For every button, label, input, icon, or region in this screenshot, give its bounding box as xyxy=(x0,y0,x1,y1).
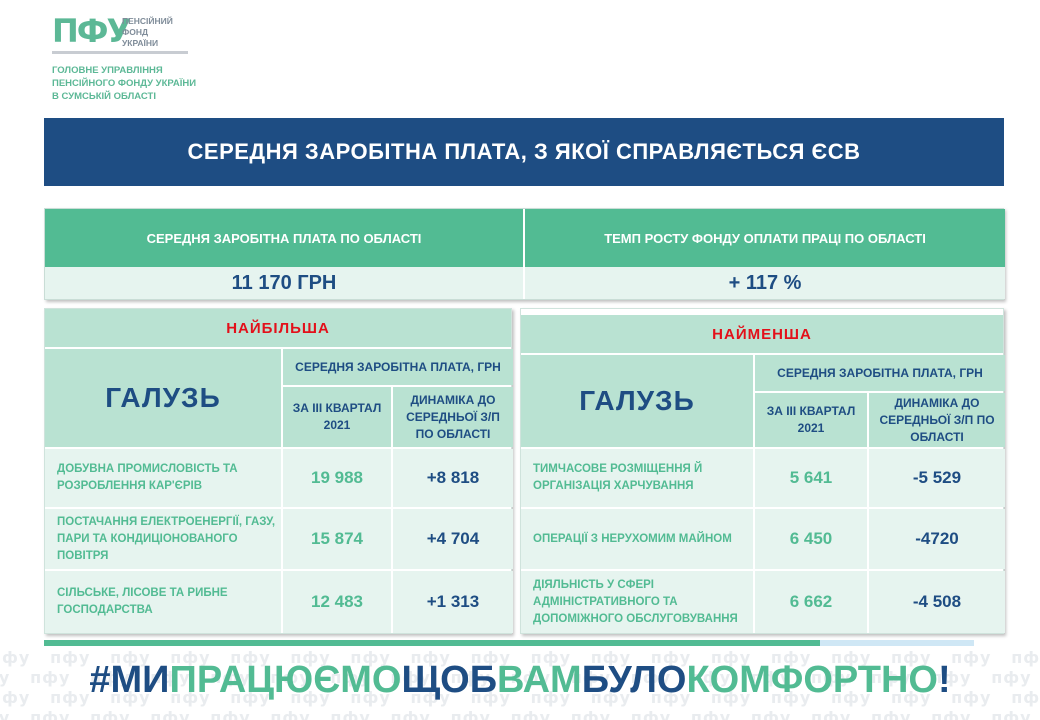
watermark-row: пфу пфу пфу пфу пфу пфу пфу пфу пфу пфу … xyxy=(0,668,1040,687)
table-row: ДІЯЛЬНІСТЬ У СФЕРІ АДМІНІСТРАТИВНОГО ТА … xyxy=(521,571,1005,633)
slogan-segment: #МИ xyxy=(89,658,170,701)
smallest-table: НАЙМЕНША ГАЛУЗЬ СЕРЕДНЯ ЗАРОБІТНА ПЛАТА,… xyxy=(520,308,1005,634)
org-name-line: В СУМСЬКІЙ ОБЛАСТІ xyxy=(52,91,156,102)
summary-avg-salary: СЕРЕДНЯ ЗАРОБІТНА ПЛАТА ПО ОБЛАСТІ 11 17… xyxy=(45,209,525,299)
smallest-industry-header: ГАЛУЗЬ xyxy=(521,355,753,447)
slogan-segment: ВАМ xyxy=(497,658,582,701)
watermark-pattern: пфу пфу пфу пфу пфу пфу пфу пфу пфу пфу … xyxy=(0,648,1040,720)
watermark-row: пфу пфу пфу пфу пфу пфу пфу пфу пфу пфу … xyxy=(0,688,1040,707)
smallest-salary-group-header: СЕРЕДНЯ ЗАРОБІТНА ПЛАТА, ГРН xyxy=(755,355,1005,391)
logo-mark: ПФУ xyxy=(52,12,131,50)
smallest-dynamics-header: ДИНАМІКА ДО СЕРЕДНЬОЇ З/П ПО ОБЛАСТІ xyxy=(869,393,1005,447)
logo-text: ПЕНСІЙНИЙ ФОНД УКРАЇНИ xyxy=(122,16,173,49)
table-row: ТИМЧАСОВЕ РОЗМІЩЕННЯ Й ОРГАНІЗАЦІЯ ХАРЧУ… xyxy=(521,449,1005,507)
dynamics-value: -5 529 xyxy=(869,449,1005,507)
quarter-value: 15 874 xyxy=(283,509,391,569)
industry-name: ДОБУВНА ПРОМИСЛОВІСТЬ ТА РОЗРОБЛЕННЯ КАР… xyxy=(45,449,281,507)
largest-dynamics-header: ДИНАМІКА ДО СЕРЕДНЬОЇ З/П ПО ОБЛАСТІ xyxy=(393,387,513,447)
largest-table: НАЙБІЛЬША ГАЛУЗЬ СЕРЕДНЯ ЗАРОБІТНА ПЛАТА… xyxy=(44,308,513,634)
slogan-segment: ПРАЦЮЄМО xyxy=(169,658,402,701)
slogan: #МИ ПРАЦЮЄМО ЩОБ ВАМ БУЛО КОМФОРТНО! xyxy=(0,654,1040,706)
footer-bar-blue xyxy=(820,640,974,646)
largest-salary-group-header: СЕРЕДНЯ ЗАРОБІТНА ПЛАТА, ГРН xyxy=(283,349,513,385)
quarter-value: 12 483 xyxy=(283,571,391,633)
summary-growth-rate: ТЕМП РОСТУ ФОНДУ ОПЛАТИ ПРАЦІ ПО ОБЛАСТІ… xyxy=(525,209,1005,299)
dynamics-value: +1 313 xyxy=(393,571,513,633)
industry-name: ТИМЧАСОВЕ РОЗМІЩЕННЯ Й ОРГАНІЗАЦІЯ ХАРЧУ… xyxy=(521,449,753,507)
industry-name: ОПЕРАЦІЇ З НЕРУХОМИМ МАЙНОМ xyxy=(521,509,753,569)
industry-name: СІЛЬСЬКЕ, ЛІСОВЕ ТА РИБНЕ ГОСПОДАРСТВА xyxy=(45,571,281,633)
logo-text-line: ФОНД xyxy=(122,27,149,37)
table-row: ПОСТАЧАННЯ ЕЛЕКТРОЕНЕРГІЇ, ГАЗУ, ПАРИ ТА… xyxy=(45,509,513,569)
org-name-line: ГОЛОВНЕ УПРАВЛІННЯ xyxy=(52,65,163,76)
pfu-logo: ПФУ ПЕНСІЙНИЙ ФОНД УКРАЇНИ xyxy=(52,14,202,54)
title-banner: СЕРЕДНЯ ЗАРОБІТНА ПЛАТА, З ЯКОЇ СПРАВЛЯЄ… xyxy=(44,118,1004,186)
summary-table: СЕРЕДНЯ ЗАРОБІТНА ПЛАТА ПО ОБЛАСТІ 11 17… xyxy=(44,208,1005,300)
slogan-segment: БУЛО xyxy=(581,658,687,701)
dynamics-value: +8 818 xyxy=(393,449,513,507)
largest-title: НАЙБІЛЬША xyxy=(45,309,511,347)
table-row: ДОБУВНА ПРОМИСЛОВІСТЬ ТА РОЗРОБЛЕННЯ КАР… xyxy=(45,449,513,507)
quarter-value: 6 662 xyxy=(755,571,867,633)
table-row: ОПЕРАЦІЇ З НЕРУХОМИМ МАЙНОМ 6 450 -4720 xyxy=(521,509,1005,569)
logo-text-line: УКРАЇНИ xyxy=(122,38,159,48)
quarter-value: 19 988 xyxy=(283,449,391,507)
dynamics-value: -4720 xyxy=(869,509,1005,569)
org-name: ГОЛОВНЕ УПРАВЛІННЯ ПЕНСІЙНОГО ФОНДУ УКРА… xyxy=(52,64,196,103)
logo-divider xyxy=(52,51,188,54)
footer-bar-green xyxy=(44,640,820,646)
largest-quarter-header: ЗА ІІІ КВАРТАЛ 2021 xyxy=(283,387,391,447)
largest-industry-header: ГАЛУЗЬ xyxy=(45,349,281,447)
org-name-line: ПЕНСІЙНОГО ФОНДУ УКРАЇНИ xyxy=(52,78,197,89)
watermark-row: пфу пфу пфу пфу пфу пфу пфу пфу пфу пфу … xyxy=(0,708,1040,720)
summary-avg-salary-value: 11 170 ГРН xyxy=(45,267,523,299)
page-title: СЕРЕДНЯ ЗАРОБІТНА ПЛАТА, З ЯКОЇ СПРАВЛЯЄ… xyxy=(187,139,861,164)
dynamics-value: +4 704 xyxy=(393,509,513,569)
industry-name: ПОСТАЧАННЯ ЕЛЕКТРОЕНЕРГІЇ, ГАЗУ, ПАРИ ТА… xyxy=(45,509,281,569)
industry-name: ДІЯЛЬНІСТЬ У СФЕРІ АДМІНІСТРАТИВНОГО ТА … xyxy=(521,571,753,633)
summary-growth-rate-value: + 117 % xyxy=(525,267,1005,299)
slogan-segment: ! xyxy=(937,658,951,701)
table-row: СІЛЬСЬКЕ, ЛІСОВЕ ТА РИБНЕ ГОСПОДАРСТВА 1… xyxy=(45,571,513,633)
quarter-value: 5 641 xyxy=(755,449,867,507)
dynamics-value: -4 508 xyxy=(869,571,1005,633)
quarter-value: 6 450 xyxy=(755,509,867,569)
smallest-title: НАЙМЕНША xyxy=(521,315,1003,353)
watermark-row: пфу пфу пфу пфу пфу пфу пфу пфу пфу пфу … xyxy=(0,648,1040,667)
logo-text-line: ПЕНСІЙНИЙ xyxy=(122,16,173,26)
slogan-segment: КОМФОРТНО xyxy=(686,658,938,701)
summary-growth-rate-header: ТЕМП РОСТУ ФОНДУ ОПЛАТИ ПРАЦІ ПО ОБЛАСТІ xyxy=(525,209,1005,267)
summary-avg-salary-header: СЕРЕДНЯ ЗАРОБІТНА ПЛАТА ПО ОБЛАСТІ xyxy=(45,209,523,267)
slogan-segment: ЩОБ xyxy=(401,658,498,701)
smallest-quarter-header: ЗА ІІІ КВАРТАЛ 2021 xyxy=(755,393,867,447)
